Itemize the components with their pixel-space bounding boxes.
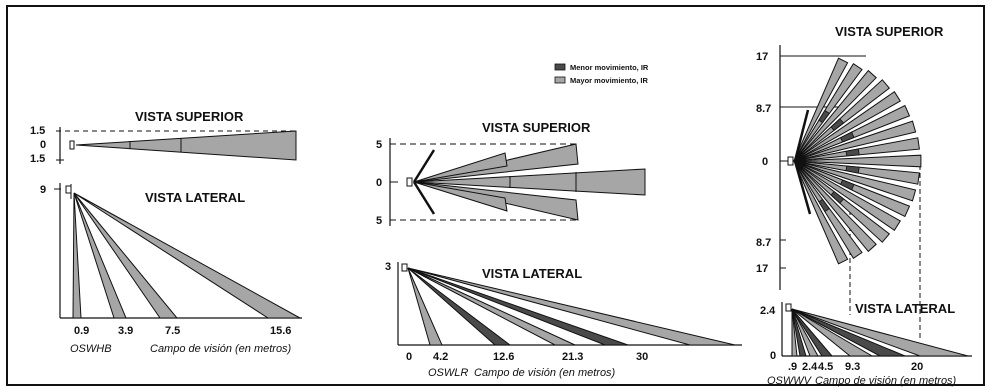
oswwv-side-beam	[791, 308, 906, 357]
oswlr-top-view-title: VISTA SUPERIOR	[482, 120, 591, 135]
oswhb-panel: VISTA SUPERIOR 1.5 0 1.5 VISTA LATERAL 9…	[30, 109, 302, 355]
oswlr-side-height: 3	[385, 261, 391, 273]
oswwv-top-beam	[793, 90, 902, 162]
oswhb-sensor-icon	[69, 140, 75, 150]
oswwv-panel: VISTA SUPERIOR 17 8.7 0 8.7 17 VISTA LAT…	[756, 24, 972, 387]
legend-label-light: Mayor movimiento, IR	[570, 76, 649, 85]
oswwv-top-beam-dark-segment	[840, 131, 855, 143]
oswhb-top-tick-2: 0	[40, 139, 46, 151]
oswwv-side-beam	[791, 308, 819, 357]
oswwv-top-beam-dark-segment	[818, 198, 830, 213]
oswwv-side-beam	[791, 308, 969, 357]
oswwv-top-beam-dark-segment	[840, 179, 855, 191]
oswwv-top-tick: 17	[756, 263, 768, 275]
oswlr-top-edge-line	[412, 181, 436, 215]
oswwv-top-beam	[793, 160, 902, 232]
oswwv-caption: Campo de visión (en metros)	[815, 375, 957, 387]
oswhb-x-tick: 7.5	[165, 325, 180, 337]
oswlr-top-edge-line	[412, 149, 436, 183]
legend-swatch-dark	[554, 63, 566, 71]
oswlr-top-tick-1: 5	[376, 139, 382, 151]
oswhb-side-beam	[73, 192, 301, 319]
oswwv-top-beam	[793, 160, 849, 265]
oswwv-top-beam-dark-segment	[830, 191, 845, 204]
oswhb-side-view-title: VISTA LATERAL	[145, 190, 245, 205]
oswwv-x-tick: 2.4	[802, 361, 818, 373]
oswhb-side-height: 9	[40, 184, 46, 196]
oswwv-top-view-title: VISTA SUPERIOR	[835, 24, 944, 39]
oswwv-top-beam-dark-segment	[818, 109, 830, 124]
oswwv-top-beam	[793, 69, 877, 162]
oswhb-caption: Campo de visión (en metros)	[150, 343, 292, 355]
oswhb-top-tick-1: 1.5	[30, 125, 45, 137]
oswhb-side-beam	[73, 192, 179, 319]
legend: Menor movimiento, IR Mayor movimiento, I…	[554, 63, 649, 85]
oswlr-x-tick: 0	[406, 351, 412, 363]
oswwv-side-zero: 0	[770, 350, 776, 362]
oswlr-side-beam	[407, 267, 443, 346]
oswlr-side-beam	[407, 267, 629, 346]
oswwv-side-beam	[791, 308, 807, 357]
oswwv-side-sensor-icon	[785, 303, 792, 312]
oswwv-top-beam	[793, 160, 877, 253]
oswlr-caption: Campo de visión (en metros)	[474, 367, 616, 379]
oswhb-top-beam	[75, 130, 297, 161]
oswwv-side-height: 2.4	[760, 305, 776, 317]
oswlr-x-tick: 21.3	[562, 351, 583, 363]
oswlr-top-tick-3: 5	[376, 215, 382, 227]
oswwv-top-fan	[793, 57, 922, 265]
oswwv-top-tick: 0	[762, 156, 768, 168]
oswwv-top-tick: 8.7	[756, 237, 771, 249]
oswlr-side-beam	[407, 267, 512, 346]
oswwv-side-beam	[791, 308, 834, 357]
oswwv-top-tick: 8.7	[756, 103, 771, 115]
oswwv-x-tick: 4.5	[818, 361, 833, 373]
oswlr-side-sensor-icon	[401, 263, 408, 272]
oswhb-side-sensor-icon	[65, 185, 72, 194]
oswlr-top-beam	[413, 152, 508, 183]
oswwv-side-view-title: VISTA LATERAL	[855, 301, 955, 316]
oswwv-model-label: OSWWV	[767, 375, 813, 387]
oswlr-x-tick: 30	[636, 351, 648, 363]
oswlr-side-beam	[407, 267, 736, 346]
oswwv-top-tick: 17	[756, 51, 768, 63]
oswlr-top-center-beam	[413, 168, 646, 196]
legend-label-dark: Menor movimiento, IR	[570, 63, 649, 72]
oswwv-top-beam	[793, 120, 917, 162]
oswlr-sensor-icon	[406, 177, 413, 187]
oswhb-side-beam	[73, 192, 127, 319]
oswwv-top-beam	[793, 154, 922, 168]
oswwv-side-beam	[791, 308, 798, 357]
oswwv-top-beam-dark-segment	[830, 118, 845, 131]
oswlr-side-beam	[407, 267, 576, 346]
oswhb-x-tick: 0.9	[74, 325, 89, 337]
oswlr-top-tick-2: 0	[376, 177, 382, 189]
oswhb-model-label: OSWHB	[70, 343, 112, 355]
oswlr-top-beam	[413, 181, 508, 212]
oswlr-x-tick: 12.6	[493, 351, 514, 363]
oswwv-top-beam	[793, 160, 917, 202]
oswwv-top-beam-dark-segment	[845, 165, 860, 174]
oswwv-top-beam	[793, 57, 849, 162]
oswlr-x-tick: 4.2	[433, 351, 448, 363]
oswhb-top-tick-3: 1.5	[30, 153, 45, 165]
oswwv-side-beam	[791, 308, 874, 357]
oswhb-top-view-title: VISTA SUPERIOR	[135, 109, 244, 124]
oswwv-x-tick: .9	[788, 361, 797, 373]
oswwv-x-tick: 20	[911, 361, 923, 373]
oswhb-side-beam	[72, 192, 82, 319]
legend-swatch-light	[554, 76, 566, 84]
oswlr-panel: VISTA SUPERIOR 5 0 5 VISTA LATERAL 3 0 4…	[376, 120, 742, 379]
oswhb-x-tick: 15.6	[270, 325, 291, 337]
oswlr-side-view-title: VISTA LATERAL	[482, 266, 582, 281]
oswwv-x-tick: 9.3	[845, 361, 860, 373]
oswhb-x-tick: 3.9	[118, 325, 133, 337]
oswwv-top-beam-dark-segment	[845, 148, 860, 157]
oswwv-sensor-icon	[787, 156, 794, 166]
oswlr-model-label: OSWLR	[428, 367, 468, 379]
